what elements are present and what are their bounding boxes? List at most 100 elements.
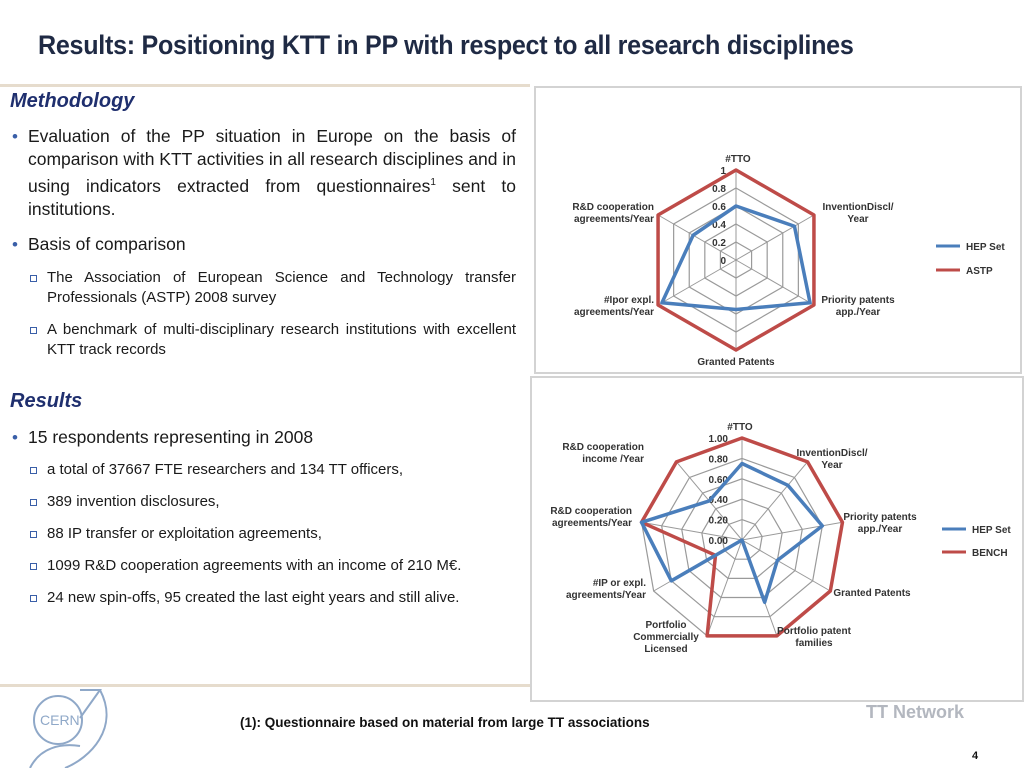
sub-bullet-text: 1099 R&D cooperation agreements with an … bbox=[47, 556, 462, 574]
axis-label: R&D cooperation income /Year bbox=[562, 442, 644, 465]
tick-label: 0.8 bbox=[712, 184, 726, 195]
axis-label-line: Priority patents bbox=[843, 512, 917, 523]
axis-label-line: R&D cooperation bbox=[572, 202, 654, 213]
axis-label-line: agreements/Year bbox=[566, 590, 646, 601]
axis-label: Priority patents app./Year bbox=[821, 295, 895, 318]
methodology-sub-1: The Association of European Science and … bbox=[10, 268, 516, 308]
series-line-astp bbox=[656, 168, 816, 352]
axis-label: InventionDiscl/Year bbox=[796, 448, 867, 471]
legend-label: HEP Set bbox=[972, 525, 1011, 536]
bullet-text: Evaluation of the PP situation in Europe… bbox=[28, 126, 516, 196]
results-sub-2: 389 invention disclosures, bbox=[10, 492, 516, 512]
sub-bullet-text: a total of 37667 FTE researchers and 134… bbox=[47, 460, 404, 478]
axis-label-line: agreements/Year bbox=[574, 214, 654, 225]
axis-label-line: agreements/Year bbox=[574, 307, 654, 318]
series-line-hep-set bbox=[639, 461, 825, 605]
axis-label: Portfolio Commercially Licensed bbox=[633, 620, 699, 655]
tick-label: 0.20 bbox=[709, 516, 729, 527]
tick-label: 0.6 bbox=[712, 202, 726, 213]
axis-label: Portfolio patent families bbox=[777, 626, 852, 649]
top-divider bbox=[0, 84, 530, 87]
results-bullet-1: • 15 respondents representing in 2008 bbox=[10, 426, 516, 449]
footnote-ref: 1 bbox=[430, 177, 436, 188]
methodology-heading: Methodology bbox=[10, 90, 135, 112]
results-sub-1: a total of 37667 FTE researchers and 134… bbox=[10, 460, 516, 480]
square-bullet bbox=[30, 562, 37, 570]
sub-bullet-text: 389 invention disclosures, bbox=[47, 492, 220, 510]
axis-label: Priority patents app./Year bbox=[843, 512, 917, 535]
radar-chart-bench-box: 1.00 0.80 0.60 0.40 0.20 0.00 #TTO InventionDis… bbox=[530, 376, 1024, 702]
tick-label: 1 bbox=[720, 166, 726, 177]
square-bullet bbox=[30, 498, 37, 506]
results-heading: Results bbox=[10, 389, 83, 412]
axis-label-line: Commercially bbox=[633, 632, 699, 643]
tick-label: 0 bbox=[720, 256, 726, 267]
legend-label: BENCH bbox=[972, 548, 1008, 559]
left-text-column: Methodology • Evaluation of the PP situat… bbox=[10, 90, 516, 608]
axis-label: InventionDiscl/Year bbox=[822, 202, 893, 225]
grid-ring bbox=[681, 478, 803, 599]
tick-label: 0.60 bbox=[709, 475, 729, 486]
radar-chart-astp: 1 0.8 0.6 0.4 0.2 0 #TTO InventionDiscl/Year Pri… bbox=[572, 154, 1005, 368]
axis-label: #IP or expl. agreements/Year bbox=[566, 578, 646, 601]
axis-label-line: agreements/Year bbox=[552, 518, 632, 529]
bullet-dot: • bbox=[12, 127, 18, 146]
grid-ring bbox=[721, 518, 763, 560]
axis-label: Granted Patents bbox=[697, 357, 775, 368]
series-line-bench bbox=[639, 436, 845, 638]
square-bullet bbox=[30, 530, 37, 538]
cern-logo: CERN bbox=[29, 689, 108, 768]
axis-label-line: Portfolio bbox=[645, 620, 686, 631]
axis-label-line: income /Year bbox=[582, 454, 644, 465]
axis-label-line: Year bbox=[847, 214, 868, 225]
radar-chart-bench: 1.00 0.80 0.60 0.40 0.20 0.00 #TTO InventionDis… bbox=[550, 422, 1011, 655]
axis-label-line: Portfolio patent bbox=[777, 626, 852, 637]
sub-bullet-text: The Association of European Science and … bbox=[47, 268, 516, 306]
sub-bullet-text: 24 new spin-offs, 95 created the last ei… bbox=[47, 588, 460, 606]
axis-label-line: Priority patents bbox=[821, 295, 895, 306]
methodology-bullet-1: • Evaluation of the PP situation in Europ… bbox=[10, 125, 516, 221]
bullet-text-end: sent to institutions. bbox=[28, 175, 516, 219]
tick-label: 0.2 bbox=[712, 238, 726, 249]
axis-label-line: #Ipor expl. bbox=[604, 295, 654, 306]
radar-chart-astp-box: 1 0.8 0.6 0.4 0.2 0 #TTO InventionDiscl/Year Pri… bbox=[534, 86, 1022, 374]
axis-label-line: InventionDiscl/ bbox=[822, 202, 893, 213]
grid-ring bbox=[661, 457, 823, 618]
axis-label-line: app./Year bbox=[858, 524, 903, 535]
square-bullet bbox=[30, 594, 37, 602]
tick-label: 1.00 bbox=[709, 434, 729, 445]
results-sub-4: 1099 R&D cooperation agreements with an … bbox=[10, 556, 516, 576]
axis-label: #TTO bbox=[725, 154, 751, 165]
results-sub-5: 24 new spin-offs, 95 created the last ei… bbox=[10, 588, 516, 608]
axis-label: #TTO bbox=[727, 422, 753, 433]
bullet-text: 15 respondents representing in 2008 bbox=[28, 426, 314, 447]
results-sub-3: 88 IP transfer or exploitation agreement… bbox=[10, 524, 516, 544]
grid-spoke bbox=[741, 521, 843, 541]
axis-label-line: families bbox=[795, 638, 833, 649]
grid-spoke bbox=[706, 539, 743, 637]
tick-label: 0.4 bbox=[712, 220, 726, 231]
axis-label-line: app./Year bbox=[836, 307, 881, 318]
bottom-divider bbox=[0, 684, 530, 687]
series-line-hep-set bbox=[660, 204, 812, 312]
axis-label-line: R&D cooperation bbox=[550, 506, 632, 517]
methodology-bullet-2: • Basis of comparison bbox=[10, 233, 516, 256]
cern-logo-text: CERN bbox=[40, 712, 80, 728]
axis-label-line: Granted Patents bbox=[697, 357, 775, 368]
bullet-dot: • bbox=[12, 427, 18, 447]
axis-label-line: R&D cooperation bbox=[562, 442, 644, 453]
tick-label: 0.40 bbox=[709, 495, 729, 506]
axis-label-line: Year bbox=[821, 460, 842, 471]
bullet-text: Basis of comparison bbox=[28, 233, 186, 254]
footnote: (1): Questionnaire based on material fro… bbox=[240, 715, 650, 730]
axis-label-line: Granted Patents bbox=[833, 588, 911, 599]
axis-label-line: #TTO bbox=[727, 422, 753, 433]
sub-bullet-text: 88 IP transfer or exploitation agreement… bbox=[47, 524, 322, 542]
legend-label: ASTP bbox=[966, 266, 993, 277]
bullet-dot: • bbox=[12, 234, 18, 254]
axis-label: #Ipor expl. agreements/Year bbox=[574, 295, 654, 318]
tick-label: 0.80 bbox=[709, 454, 729, 465]
grid-spoke bbox=[657, 214, 737, 261]
tick-label: 0.00 bbox=[709, 536, 729, 547]
square-bullet bbox=[30, 466, 37, 474]
